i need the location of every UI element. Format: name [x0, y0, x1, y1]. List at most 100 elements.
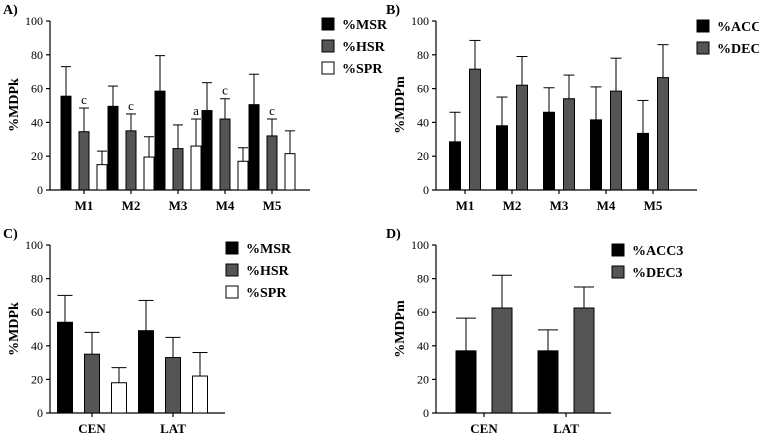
panel-a-bar-msr-m1 [60, 95, 72, 191]
panel-c: C) %MDPk 0 20 40 60 80 100 CEN LAT %MSR %HSR %SPR [3, 227, 292, 436]
panel-a-bar-msr-m3 [154, 90, 166, 191]
panel-b-y-tick-label: 40 [417, 115, 429, 129]
panel-a-bar-hsr-m4 [219, 118, 231, 191]
panel-d-x-tick-label-lat: LAT [553, 421, 579, 436]
panel-c-bar-spr-cen [111, 382, 127, 414]
panel-a-y-tick-label: 20 [31, 149, 43, 163]
panel-d-x-tick-label-cen: CEN [470, 421, 498, 436]
panel-c-x-tick-label-cen: CEN [78, 421, 106, 436]
panel-a-annotation-hsr-m4: c [222, 83, 228, 98]
panel-a-legend-swatch-hsr [321, 39, 335, 53]
panel-a-annotation-hsr-m2: c [128, 98, 134, 113]
panel-d-y-tick-label: 0 [423, 406, 429, 420]
panel-b-y-tick-label: 20 [417, 149, 429, 163]
panel-d-legend-swatch-acc3 [611, 243, 625, 257]
panel-b-bar-dec3-m4 [610, 90, 622, 191]
panel-d-bar-dec3-lat [573, 307, 595, 414]
panel-a-bar-spr-m3 [190, 145, 202, 191]
panel-a-x-tick-label-m2: M2 [122, 198, 141, 213]
panel-a-bar-hsr-m3 [172, 148, 184, 191]
panel-a: A) %MDPk 0 20 40 60 80 100 M1 c M2 c M3 a M4 c M5 c %MSR %H… [3, 3, 388, 213]
panel-a-y-tick-label: 60 [31, 82, 43, 96]
panel-d-bar-dec3-cen [491, 307, 513, 414]
panel-b: B) %MDPm 0 20 40 60 80 100 M1 M2 M3 M4 M5 %ACC3 %DEC3 [386, 3, 759, 213]
panel-b-y-axis-title: %MDPm [393, 76, 408, 134]
panel-a-x-tick-label-m3: M3 [169, 198, 188, 213]
panel-a-y-axis-title: %MDPk [7, 78, 22, 132]
panel-b-y-tick-label: 100 [411, 14, 429, 28]
panel-b-x-tick-label-m3: M3 [550, 198, 569, 213]
panel-d-y-tick-label: 80 [417, 272, 429, 286]
panel-c-bar-msr-lat [138, 330, 154, 414]
panel-a-bar-spr-m1 [96, 164, 108, 191]
panel-a-x-tick-label-m5: M5 [263, 198, 282, 213]
panel-b-bar-acc3-m1 [449, 141, 461, 191]
panel-d-y-tick-label: 20 [417, 372, 429, 386]
panel-b-x-tick-label-m4: M4 [597, 198, 616, 213]
panel-b-bar-dec3-m2 [516, 84, 528, 191]
panel-d-bar-acc3-cen [455, 350, 477, 414]
panel-b-bar-dec3-m3 [563, 98, 575, 191]
panel-b-x-tick-label-m5: M5 [644, 198, 663, 213]
panel-a-bar-spr-m4 [237, 160, 249, 191]
panel-d-y-tick-label: 100 [411, 238, 429, 252]
panel-c-y-tick-label: 100 [25, 238, 43, 252]
panel-c-y-axis-title: %MDPk [7, 302, 22, 356]
panel-a-y-tick-label: 80 [31, 48, 43, 62]
panel-b-bar-dec3-m1 [469, 68, 481, 191]
panel-b-label: B) [386, 3, 400, 18]
panel-a-legend-label-hsr: %HSR [342, 40, 386, 55]
panel-c-y-tick-label: 80 [31, 272, 43, 286]
panel-d-bar-acc3-lat [537, 350, 559, 414]
panel-c-bar-hsr-cen [84, 353, 100, 414]
panel-d: D) %MDPm 0 20 40 60 80 100 CEN LAT %ACC3 %DEC3 [386, 227, 683, 436]
panel-c-y-tick-label: 20 [31, 372, 43, 386]
panel-d-legend-label-dec3: %DEC3 [632, 266, 683, 281]
panel-b-bar-acc3-m4 [590, 119, 602, 191]
panel-d-y-tick-label: 40 [417, 339, 429, 353]
panel-b-legend-swatch-acc3 [696, 19, 710, 33]
panel-b-y-tick-label: 60 [417, 82, 429, 96]
panel-a-legend-label-spr: %SPR [342, 62, 383, 77]
panel-b-bar-acc3-m3 [543, 111, 555, 191]
panel-a-x-tick-label-m1: M1 [75, 198, 94, 213]
panel-b-bar-acc3-m2 [496, 125, 508, 191]
panel-b-y-tick-label: 0 [423, 183, 429, 197]
panel-a-bar-hsr-m5 [266, 135, 278, 191]
panel-a-annotation-hsr-m1: c [81, 92, 87, 107]
panel-b-x-tick-label-m1: M1 [456, 198, 475, 213]
panel-a-bar-msr-m4 [201, 110, 213, 191]
panel-d-legend-label-acc3: %ACC3 [632, 244, 683, 259]
panel-c-legend-swatch-msr [225, 241, 239, 255]
panel-a-annotation-spr-m3: a [193, 103, 199, 118]
panel-b-y-tick-label: 80 [417, 48, 429, 62]
panel-a-x-tick-label-m4: M4 [216, 198, 235, 213]
panel-c-legend-swatch-spr [225, 285, 239, 299]
panel-a-bar-spr-m5 [284, 153, 296, 191]
panel-c-legend-label-msr: %MSR [246, 242, 292, 257]
panel-d-legend-swatch-dec3 [611, 265, 625, 279]
panel-a-legend-swatch-msr [321, 17, 335, 31]
panel-b-legend-label-acc3: %ACC3 [717, 20, 759, 35]
panel-a-legend-swatch-spr [321, 61, 335, 75]
panel-c-label: C) [3, 227, 18, 242]
panel-b-bar-dec3-m5 [657, 77, 669, 191]
panel-c-y-tick-label: 40 [31, 339, 43, 353]
panel-c-legend-label-spr: %SPR [246, 286, 287, 301]
panel-a-bar-hsr-m1 [78, 131, 90, 191]
panel-d-label: D) [386, 227, 401, 242]
panel-a-bar-msr-m2 [107, 105, 119, 191]
panel-c-bar-hsr-lat [165, 357, 181, 414]
panel-b-bar-acc3-m5 [637, 132, 649, 191]
panel-a-legend-label-msr: %MSR [342, 18, 388, 33]
panel-a-bar-hsr-m2 [125, 130, 137, 191]
panel-c-y-tick-label: 60 [31, 305, 43, 319]
panel-a-bar-msr-m5 [248, 104, 260, 191]
panel-c-bar-spr-lat [192, 375, 208, 414]
panel-a-label: A) [3, 3, 18, 18]
panel-a-y-tick-label: 100 [25, 14, 43, 28]
panel-a-bar-spr-m2 [143, 156, 155, 191]
panel-a-y-tick-label: 40 [31, 115, 43, 129]
